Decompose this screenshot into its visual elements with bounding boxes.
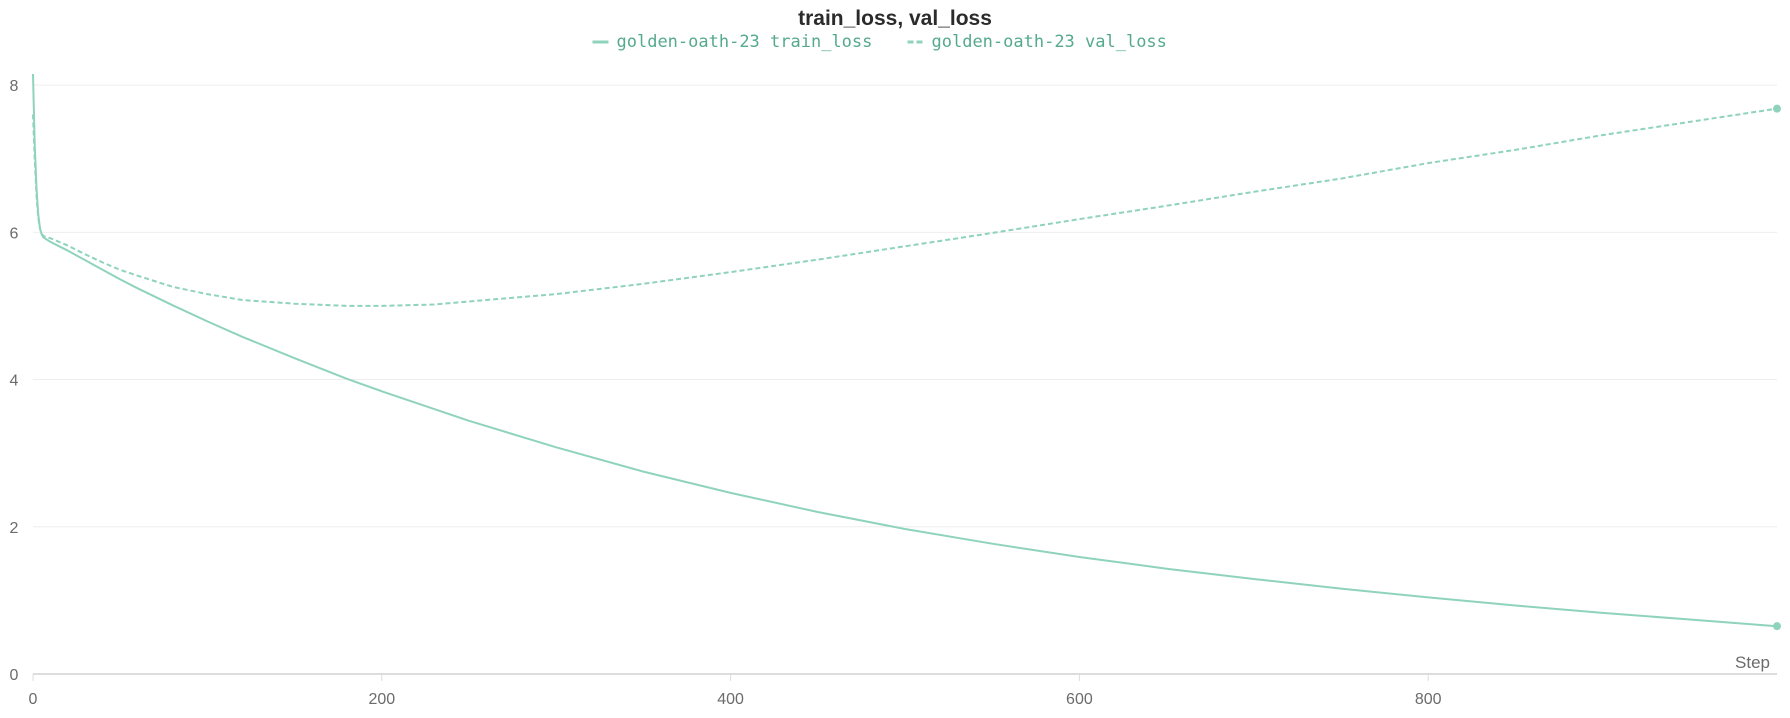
legend-item[interactable]: golden-oath-23 val_loss: [907, 32, 1167, 52]
x-axis: [32, 673, 1777, 681]
series-line-train-loss[interactable]: [32, 73, 1778, 628]
tick-labels: 0 2 4 6 8 0 200 400 600 800: [10, 78, 1442, 708]
series-group: [32, 73, 1781, 631]
series-end-point[interactable]: [1773, 622, 1781, 631]
x-axis-label: Step: [1735, 653, 1770, 672]
y-tick-label: 4: [10, 373, 19, 390]
y-tick-label: 6: [10, 225, 19, 242]
x-tick-label: 600: [1066, 691, 1093, 708]
x-tick-label: 400: [717, 691, 744, 708]
grid-lines: [33, 84, 1777, 528]
series-end-point[interactable]: [1773, 104, 1781, 113]
legend[interactable]: golden-oath-23 train_loss golden-oath-23 …: [592, 32, 1167, 52]
y-tick-label: 8: [10, 78, 19, 95]
series-line-val-loss[interactable]: [32, 107, 1778, 307]
y-tick-label: 0: [10, 667, 19, 684]
x-tick-label: 200: [368, 691, 395, 708]
x-tick-label: 0: [29, 691, 38, 708]
legend-label: golden-oath-23 train_loss: [617, 32, 873, 52]
chart-title: train_loss, val_loss: [798, 7, 992, 30]
legend-label: golden-oath-23 val_loss: [932, 32, 1167, 52]
y-tick-label: 2: [10, 520, 19, 537]
x-tick-label: 800: [1415, 691, 1442, 708]
legend-item[interactable]: golden-oath-23 train_loss: [592, 32, 873, 52]
